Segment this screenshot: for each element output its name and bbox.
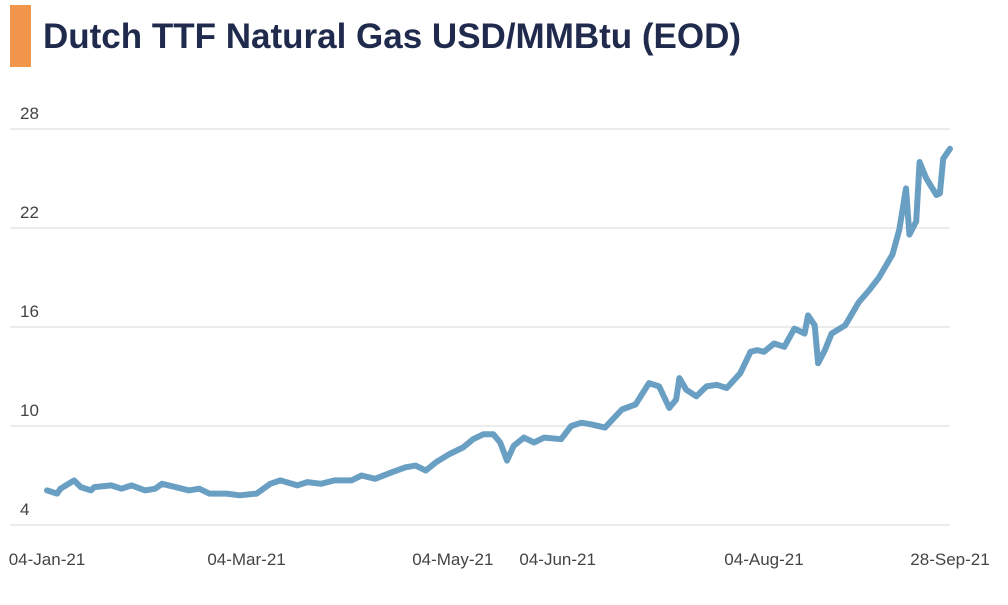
y-tick-label: 4 bbox=[20, 500, 29, 519]
y-tick-label: 22 bbox=[20, 203, 39, 222]
title-accent bbox=[10, 5, 31, 67]
x-tick-label: 04-Jan-21 bbox=[9, 550, 86, 569]
x-tick-label: 04-Aug-21 bbox=[724, 550, 803, 569]
chart-title: Dutch TTF Natural Gas USD/MMBtu (EOD) bbox=[43, 17, 741, 56]
x-tick-label: 28-Sep-21 bbox=[910, 550, 989, 569]
y-tick-label: 28 bbox=[20, 104, 39, 123]
x-tick-label: 04-Jun-21 bbox=[519, 550, 596, 569]
y-tick-label: 10 bbox=[20, 401, 39, 420]
y-tick-label: 16 bbox=[20, 302, 39, 321]
x-tick-label: 04-Mar-21 bbox=[207, 550, 285, 569]
x-tick-label: 04-May-21 bbox=[412, 550, 493, 569]
series-line bbox=[44, 145, 953, 499]
